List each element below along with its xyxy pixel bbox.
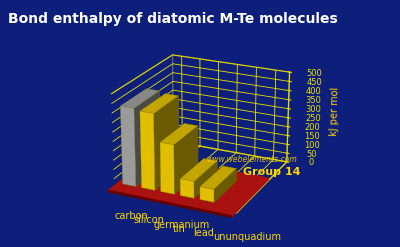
Text: Bond enthalpy of diatomic M-Te molecules: Bond enthalpy of diatomic M-Te molecules <box>8 12 338 26</box>
